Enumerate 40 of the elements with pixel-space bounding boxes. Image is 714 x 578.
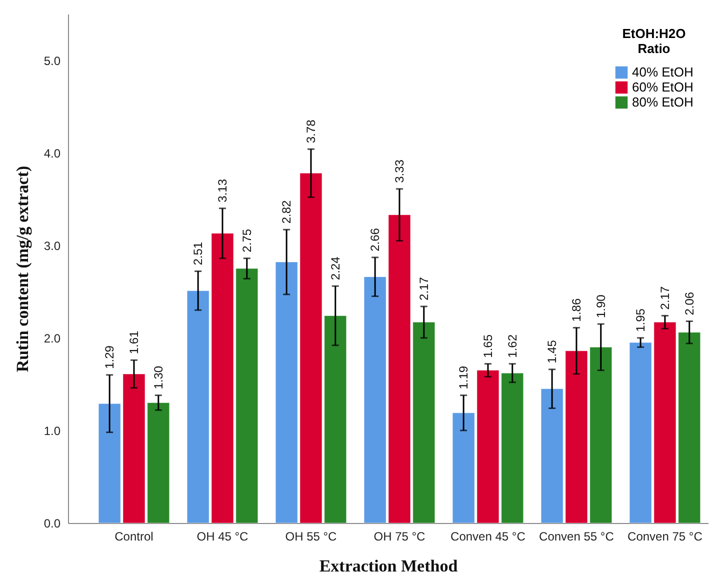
- y-tick-label: 0.0: [44, 516, 61, 530]
- data-label: 3.13: [215, 178, 230, 202]
- legend-label: 60% EtOH: [632, 80, 694, 94]
- data-label: 2.66: [368, 228, 382, 252]
- x-tick-label: Conven 75 °C: [628, 530, 703, 544]
- data-label: 1.95: [634, 308, 648, 332]
- data-label: 1.62: [505, 334, 520, 358]
- y-tick-label: 1.0: [44, 424, 61, 438]
- data-label: 2.17: [658, 286, 672, 310]
- x-tick-label: OH 45 °C: [196, 530, 249, 544]
- data-label: 1.86: [569, 298, 584, 322]
- data-label: 2.24: [328, 256, 342, 280]
- data-label: 3.33: [392, 159, 406, 183]
- data-label: 1.19: [456, 366, 471, 390]
- data-label: 2.82: [280, 200, 294, 224]
- data-label: 2.06: [682, 292, 696, 316]
- data-label: 1.29: [102, 345, 117, 369]
- y-tick-label: 4.0: [44, 146, 61, 160]
- data-label: 2.75: [240, 228, 254, 252]
- y-tick-label: 5.0: [44, 54, 61, 68]
- legend-title: EtOH:H2O Ratio: [622, 26, 686, 56]
- data-label: 1.30: [151, 366, 166, 390]
- data-label: 3.78: [304, 119, 318, 144]
- x-tick-label: Conven 55 °C: [539, 530, 614, 544]
- data-label: 1.61: [126, 330, 141, 354]
- legend-label: 80% EtOH: [632, 94, 694, 110]
- x-tick-label: OH 75 °C: [374, 530, 426, 544]
- data-label: 1.65: [480, 334, 495, 358]
- y-axis-title: Rutin content (mg/g extract): [12, 166, 32, 372]
- legend-label: 40% EtOH: [632, 64, 694, 80]
- x-tick-label: Control: [114, 530, 154, 544]
- x-axis-title: Extraction Method: [319, 556, 458, 576]
- data-label: 1.45: [545, 340, 560, 364]
- data-label: 1.90: [594, 294, 608, 318]
- x-tick-label: Conven 45 °C: [450, 530, 526, 544]
- y-tick-label: 2.0: [44, 331, 61, 346]
- data-label: 2.51: [191, 242, 206, 266]
- data-label: 2.17: [416, 276, 431, 300]
- y-tick-label: 3.0: [44, 238, 61, 253]
- x-tick-label: OH 55 °C: [285, 530, 338, 544]
